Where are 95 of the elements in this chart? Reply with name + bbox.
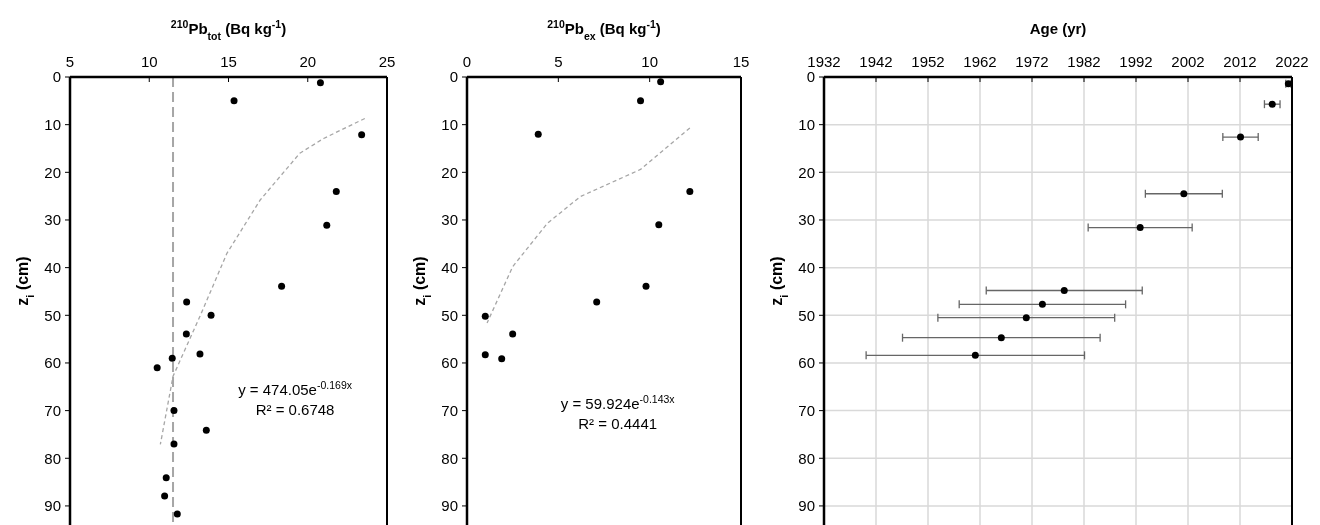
point bbox=[1180, 190, 1188, 198]
y-tick-label: 60 bbox=[44, 354, 61, 372]
annotation: R² = 0.6748 bbox=[255, 401, 335, 419]
point bbox=[278, 282, 286, 290]
x-tick-label: 1962 bbox=[963, 53, 997, 70]
y-tick-label: 80 bbox=[44, 449, 61, 467]
x-tick-label: 15 bbox=[220, 53, 237, 70]
y-tick-label: 30 bbox=[44, 211, 61, 229]
x-tick-label: 1992 bbox=[1119, 53, 1153, 70]
point bbox=[997, 334, 1005, 342]
point bbox=[642, 282, 650, 290]
point bbox=[316, 79, 324, 87]
point bbox=[481, 351, 489, 359]
x-axis-title: Age (yr) bbox=[1029, 20, 1087, 37]
point bbox=[1022, 314, 1030, 322]
point bbox=[655, 221, 663, 229]
annotation: R² = 0.4441 bbox=[578, 414, 658, 432]
x-tick-label: 2022 bbox=[1275, 53, 1309, 70]
point bbox=[1038, 300, 1046, 308]
point bbox=[971, 351, 979, 359]
annotation: y = 59.924e$^{-0.143x}$ bbox=[560, 392, 676, 412]
y-tick-label: 60 bbox=[798, 354, 815, 372]
y-tick-label: 30 bbox=[798, 211, 815, 229]
y-tick-label: 0 bbox=[449, 68, 458, 86]
y-tick-label: 40 bbox=[798, 258, 815, 276]
y-tick-label: 20 bbox=[441, 163, 458, 181]
y-tick-label: 70 bbox=[441, 401, 458, 419]
y-tick-label: 10 bbox=[44, 115, 61, 133]
y-tick-label: 0 bbox=[52, 68, 61, 86]
point bbox=[170, 440, 178, 448]
point bbox=[332, 187, 340, 195]
point bbox=[162, 474, 170, 482]
point bbox=[170, 407, 178, 415]
point bbox=[1060, 287, 1068, 295]
x-tick-label: 2002 bbox=[1171, 53, 1205, 70]
point bbox=[230, 97, 238, 105]
point bbox=[657, 78, 665, 86]
x-tick-label: 1952 bbox=[911, 53, 945, 70]
x-tick-label: 25 bbox=[378, 53, 396, 70]
point bbox=[323, 221, 331, 229]
point bbox=[637, 97, 645, 105]
y-tick-label: 70 bbox=[798, 401, 815, 419]
point bbox=[509, 330, 517, 338]
point bbox=[1268, 100, 1276, 108]
y-tick-label: 90 bbox=[441, 497, 458, 515]
x-tick-label: 1972 bbox=[1015, 53, 1049, 70]
point bbox=[153, 364, 161, 372]
point bbox=[1136, 224, 1144, 232]
y-tick-label: 50 bbox=[798, 306, 815, 324]
y-tick-label: 50 bbox=[441, 306, 458, 324]
y-tick-label: 40 bbox=[44, 258, 61, 276]
y-tick-label: 10 bbox=[441, 115, 458, 133]
x-tick-label: 1932 bbox=[807, 53, 841, 70]
point bbox=[498, 355, 506, 363]
point bbox=[358, 131, 366, 139]
point bbox=[481, 312, 489, 320]
point bbox=[534, 130, 542, 138]
point bbox=[593, 298, 601, 306]
point bbox=[168, 354, 176, 362]
y-tick-label: 30 bbox=[441, 211, 458, 229]
y-tick-label: 70 bbox=[44, 401, 61, 419]
point bbox=[686, 187, 694, 195]
y-tick-label: 60 bbox=[441, 354, 458, 372]
y-tick-label: 80 bbox=[798, 449, 815, 467]
point bbox=[173, 510, 181, 518]
x-axis-title: $^{210}$Pb$_{tot}$ (Bq kg$^{-1}$) bbox=[170, 18, 287, 42]
x-tick-label: 10 bbox=[641, 53, 659, 70]
x-tick-label: 2012 bbox=[1223, 53, 1257, 70]
point bbox=[182, 330, 190, 338]
annotation: y = 474.05e$^{-0.169x}$ bbox=[238, 379, 353, 399]
y-tick-label: 80 bbox=[441, 449, 458, 467]
x-tick-label: 15 bbox=[732, 53, 750, 70]
x-tick-label: 5 bbox=[554, 53, 563, 70]
y-tick-label: 40 bbox=[441, 258, 458, 276]
point bbox=[202, 426, 210, 434]
y-tick-label: 20 bbox=[798, 163, 815, 181]
x-axis-title: $^{210}$Pb$_{ex}$ (Bq kg$^{-1}$) bbox=[547, 18, 661, 42]
x-tick-label: 20 bbox=[299, 53, 317, 70]
point bbox=[161, 492, 169, 500]
x-tick-label: 1982 bbox=[1067, 53, 1101, 70]
line-series bbox=[486, 127, 691, 324]
y-tick-label: 0 bbox=[806, 68, 815, 86]
x-tick-label: 10 bbox=[140, 53, 158, 70]
point bbox=[196, 350, 204, 358]
point bbox=[1237, 133, 1245, 141]
y-tick-label: 90 bbox=[44, 497, 61, 515]
x-tick-label: 0 bbox=[462, 53, 472, 70]
x-tick-label: 5 bbox=[65, 53, 75, 70]
y-tick-label: 90 bbox=[798, 497, 815, 515]
y-tick-label: 20 bbox=[44, 163, 61, 181]
y-tick-label: 10 bbox=[798, 115, 815, 133]
x-tick-label: 1942 bbox=[859, 53, 893, 70]
point bbox=[207, 311, 215, 319]
point bbox=[183, 298, 191, 306]
y-tick-label: 50 bbox=[44, 306, 61, 324]
